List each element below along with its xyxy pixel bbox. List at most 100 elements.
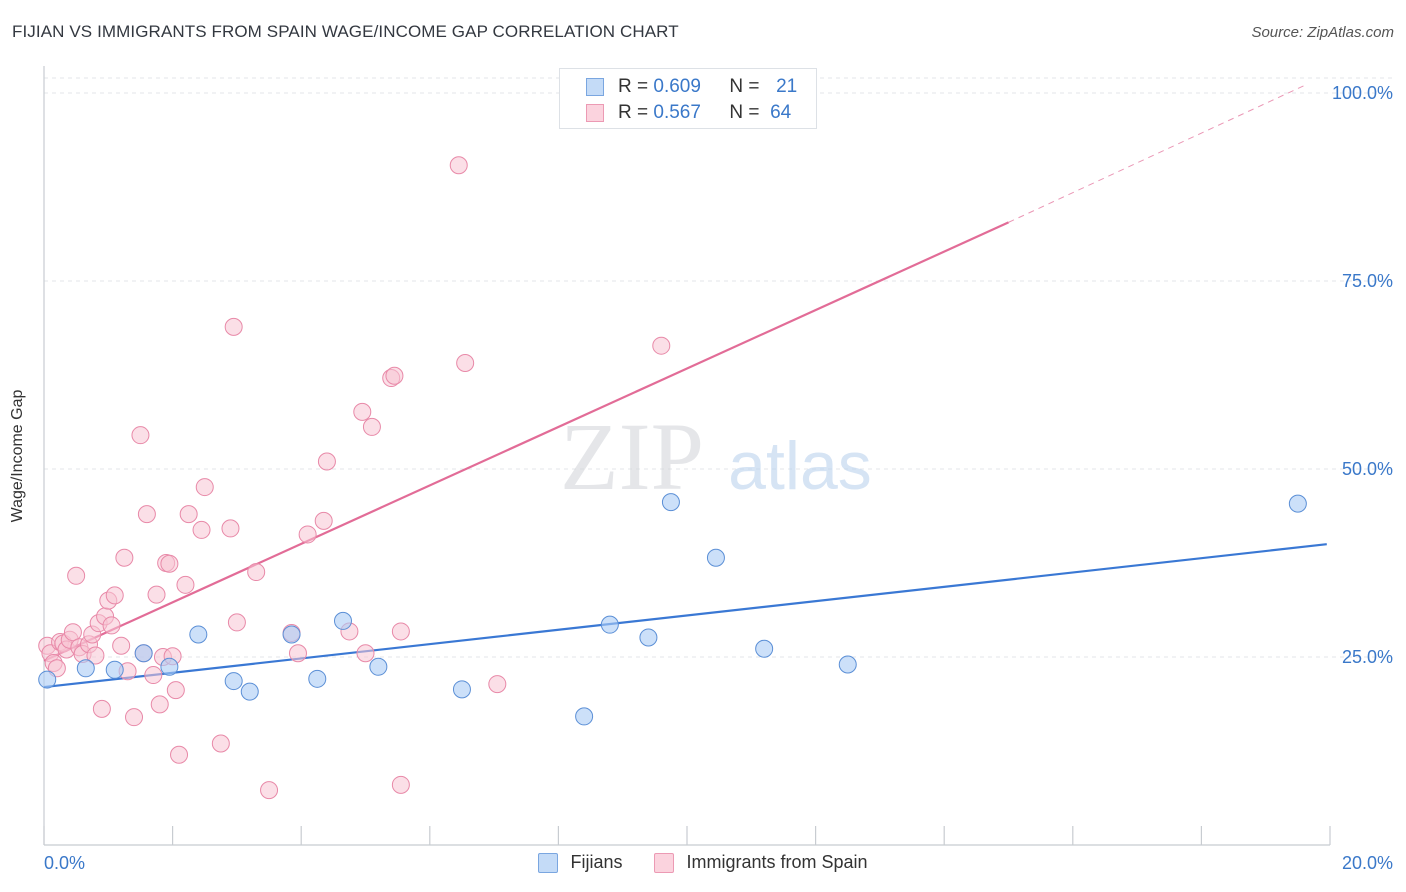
tick-labels: 25.0% 50.0% 75.0% 100.0% 0.0% 20.0% xyxy=(44,83,1393,873)
legend-n-value: 21 xyxy=(776,76,798,97)
fijians-point xyxy=(838,655,857,674)
x-tick-label: 20.0% xyxy=(1342,853,1393,873)
spain-point xyxy=(92,699,111,718)
y-tick-label: 25.0% xyxy=(1342,647,1393,667)
spain-point xyxy=(449,156,468,175)
fijians-swatch xyxy=(586,78,604,96)
legend-r-value: 0.567 xyxy=(653,102,701,123)
trend-lines xyxy=(43,85,1327,689)
watermark-zip: ZIP xyxy=(560,403,704,510)
fijians-point xyxy=(189,625,208,644)
spain-point xyxy=(170,745,189,764)
spain-point xyxy=(385,366,404,385)
legend-row-spain: R = 0.567 N = 64 xyxy=(586,101,791,125)
fijians-point xyxy=(706,548,725,567)
x-tick-label: 0.0% xyxy=(44,853,85,873)
fijians-point xyxy=(1288,494,1307,513)
spain-point xyxy=(227,613,246,632)
spain-point xyxy=(353,402,372,421)
legend-row-fijians: R = 0.609 N = 21 xyxy=(586,75,797,99)
legend-n-label: N = xyxy=(729,102,760,123)
spain-point xyxy=(67,566,86,585)
spain-point xyxy=(298,525,317,544)
spain-point xyxy=(221,519,240,538)
fijians-point xyxy=(308,669,327,688)
spain-point xyxy=(260,781,279,800)
spain-legend-swatch xyxy=(654,852,675,873)
spain-point xyxy=(166,681,185,700)
legend-item-spain[interactable]: Immigrants from Spain xyxy=(654,852,868,873)
fijians-point xyxy=(600,615,619,634)
spain-point xyxy=(115,548,134,567)
fijians-point xyxy=(76,659,95,678)
spain-trend-line xyxy=(43,221,1009,662)
spain-point xyxy=(288,644,307,663)
fijians-point xyxy=(639,628,658,647)
legend-r-label: R = xyxy=(618,102,649,123)
spain-point xyxy=(63,623,82,642)
fijians-point xyxy=(369,657,388,676)
spain-point xyxy=(179,505,198,524)
spain-point xyxy=(131,426,150,445)
fijians-point xyxy=(333,611,352,630)
spain-point xyxy=(176,575,195,594)
fijians-point xyxy=(134,644,153,663)
fijians-point xyxy=(452,680,471,699)
fijians-point xyxy=(160,657,179,676)
spain-point xyxy=(86,646,105,665)
y-tick-label: 100.0% xyxy=(1332,83,1393,103)
spain-point xyxy=(192,520,211,539)
spain-point xyxy=(391,622,410,641)
legend-r-value: 0.609 xyxy=(653,76,701,97)
watermark: ZIP atlas xyxy=(560,403,872,510)
series-legend: Fijians Immigrants from Spain xyxy=(0,852,1406,873)
fijians-point xyxy=(661,493,680,512)
gridlines xyxy=(44,77,1392,658)
spain-swatch xyxy=(586,104,604,122)
spain-point xyxy=(317,452,336,471)
fijians-point xyxy=(282,625,301,644)
spain-point xyxy=(456,353,475,372)
spain-point xyxy=(150,695,169,714)
spain-point xyxy=(105,586,124,605)
spain-point xyxy=(356,644,375,663)
legend-item-fijians[interactable]: Fijians xyxy=(538,852,622,873)
chart-title: FIJIAN VS IMMIGRANTS FROM SPAIN WAGE/INC… xyxy=(12,22,679,41)
spain-point xyxy=(652,336,671,355)
fijians-point xyxy=(38,670,57,689)
spain-point xyxy=(224,317,243,336)
source-attribution: Source: ZipAtlas.com xyxy=(1251,24,1394,41)
spain-point xyxy=(137,505,156,524)
spain-point xyxy=(160,554,179,573)
watermark-atlas: atlas xyxy=(728,428,872,504)
spain-point xyxy=(102,616,121,635)
spain-point xyxy=(147,585,166,604)
spain-point xyxy=(125,708,144,727)
fijians-point xyxy=(755,639,774,658)
spain-point xyxy=(195,478,214,497)
axes xyxy=(43,66,1331,846)
fijians-point xyxy=(105,660,124,679)
legend-n-label: N = xyxy=(729,76,760,97)
fijians-point xyxy=(575,707,594,726)
spain-point xyxy=(488,675,507,694)
fijians-trend-line xyxy=(43,543,1327,689)
y-tick-label: 50.0% xyxy=(1342,459,1393,479)
fijians-legend-label: Fijians xyxy=(570,852,623,872)
spain-point xyxy=(314,511,333,530)
spain-trend-extension xyxy=(1008,85,1305,223)
y-tick-label: 75.0% xyxy=(1342,271,1393,291)
spain-point xyxy=(211,734,230,753)
legend-r-label: R = xyxy=(618,76,649,97)
spain-point xyxy=(247,563,266,582)
spain-point xyxy=(391,775,410,794)
data-points xyxy=(38,156,1307,800)
fijians-point xyxy=(224,672,243,691)
spain-point xyxy=(362,417,381,436)
spain-legend-label: Immigrants from Spain xyxy=(686,852,868,872)
spain-point xyxy=(144,666,163,685)
fijians-legend-swatch xyxy=(538,852,559,873)
spain-point xyxy=(112,636,131,655)
legend-n-value: 64 xyxy=(770,102,792,123)
